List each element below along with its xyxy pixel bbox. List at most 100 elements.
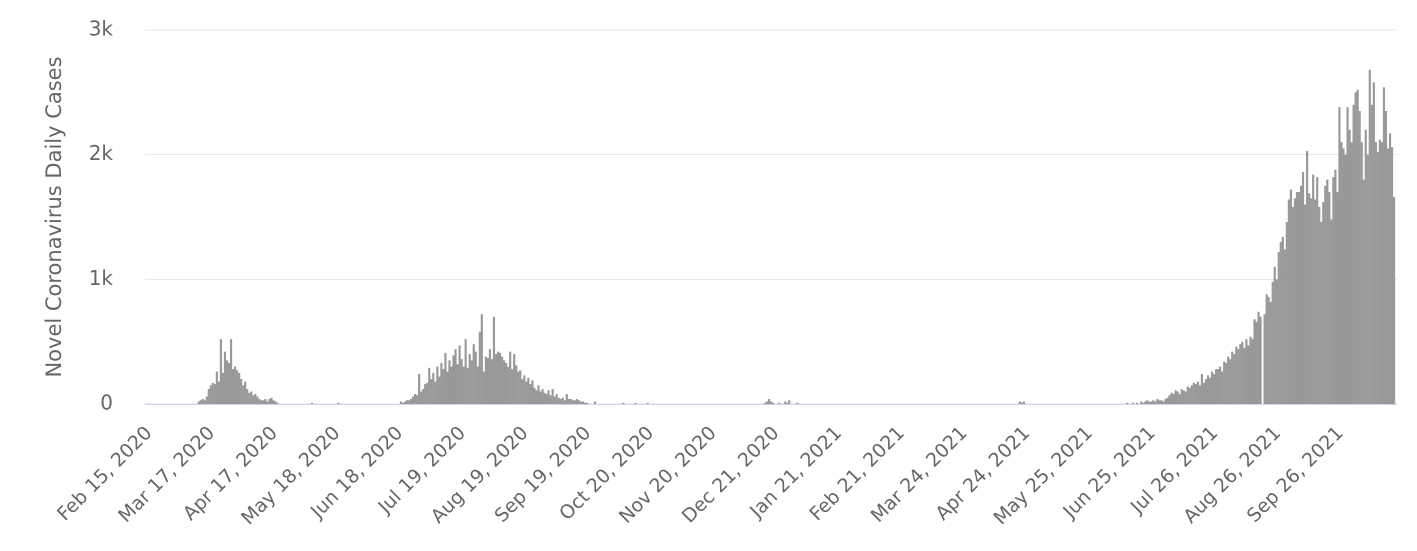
bar xyxy=(1328,192,1331,404)
bar xyxy=(272,400,275,404)
bar xyxy=(262,400,265,404)
bar xyxy=(488,349,492,404)
bar xyxy=(1194,384,1197,404)
y-tick-label: 2k xyxy=(89,141,114,165)
bar xyxy=(1223,361,1226,404)
bar xyxy=(1366,154,1369,404)
bar xyxy=(498,352,502,404)
bar xyxy=(1362,179,1365,404)
bar xyxy=(446,371,449,404)
bar xyxy=(472,344,475,404)
bar xyxy=(583,402,587,404)
bar xyxy=(418,374,421,404)
bar xyxy=(231,369,235,404)
bar xyxy=(1176,391,1179,404)
bar xyxy=(1257,311,1260,404)
bar xyxy=(503,360,506,404)
bar xyxy=(1154,401,1157,404)
y-tick-label: 0 xyxy=(100,391,113,415)
bar xyxy=(1322,202,1325,404)
bar xyxy=(1370,104,1373,405)
bar xyxy=(1166,397,1169,404)
bar xyxy=(646,402,649,404)
bar xyxy=(496,351,500,404)
bar xyxy=(569,399,572,404)
bar xyxy=(1267,296,1270,404)
bar xyxy=(634,402,637,404)
bar xyxy=(1162,401,1165,404)
bar xyxy=(1334,169,1337,404)
bar xyxy=(1324,185,1327,404)
bar xyxy=(1196,381,1199,404)
bar xyxy=(430,379,433,404)
bar xyxy=(1217,369,1220,404)
bar xyxy=(416,395,419,404)
bar xyxy=(511,369,514,404)
bar xyxy=(1206,375,1210,404)
bar xyxy=(1214,369,1218,404)
bar xyxy=(1204,379,1208,404)
bar xyxy=(579,401,583,404)
bar xyxy=(575,399,578,404)
bar xyxy=(1229,359,1232,404)
bar xyxy=(1299,185,1303,404)
bar xyxy=(1271,281,1274,404)
bar xyxy=(537,385,540,404)
bar xyxy=(1018,401,1021,404)
bar xyxy=(525,381,528,404)
bar xyxy=(490,359,494,404)
bar xyxy=(1164,399,1167,404)
bar xyxy=(486,357,490,404)
bar xyxy=(539,391,542,404)
bar xyxy=(772,402,775,404)
bar xyxy=(770,401,773,404)
bar xyxy=(1182,390,1185,404)
bar xyxy=(1148,401,1151,404)
bar xyxy=(420,391,423,404)
y-tick-label: 1k xyxy=(89,266,114,290)
bar xyxy=(1281,236,1284,404)
bar xyxy=(1295,192,1299,404)
bar xyxy=(1132,402,1135,404)
bar xyxy=(1208,377,1212,404)
bar xyxy=(1198,385,1201,404)
bar xyxy=(1020,402,1023,404)
bar xyxy=(784,401,787,404)
bar xyxy=(440,362,443,404)
bar xyxy=(1273,266,1276,404)
bar xyxy=(1380,142,1384,404)
bar xyxy=(1263,314,1266,404)
bar xyxy=(535,390,538,404)
bar xyxy=(201,399,204,404)
bar xyxy=(521,379,524,404)
bar xyxy=(1376,152,1379,404)
bar xyxy=(478,331,481,404)
bar xyxy=(1368,69,1371,404)
bar xyxy=(476,366,479,404)
bar xyxy=(244,381,247,404)
bar xyxy=(1146,400,1149,404)
bar xyxy=(594,401,597,404)
bar xyxy=(1140,401,1143,404)
bar xyxy=(1358,111,1361,405)
bar xyxy=(458,345,461,404)
bar xyxy=(1136,402,1139,404)
bar xyxy=(238,372,241,404)
bar xyxy=(567,399,570,404)
bar xyxy=(219,339,223,404)
bar xyxy=(1172,394,1175,404)
bar xyxy=(1219,366,1222,404)
bar xyxy=(1314,199,1317,404)
bar xyxy=(1152,400,1155,404)
bar xyxy=(527,377,530,404)
bar xyxy=(1364,129,1367,404)
bar xyxy=(1372,82,1375,405)
bar xyxy=(405,400,409,404)
bar xyxy=(409,399,413,404)
bar xyxy=(1303,204,1307,404)
bar xyxy=(555,394,558,404)
bar xyxy=(557,397,560,404)
bar xyxy=(1336,192,1339,404)
bar xyxy=(1227,356,1230,404)
bar xyxy=(223,351,227,404)
